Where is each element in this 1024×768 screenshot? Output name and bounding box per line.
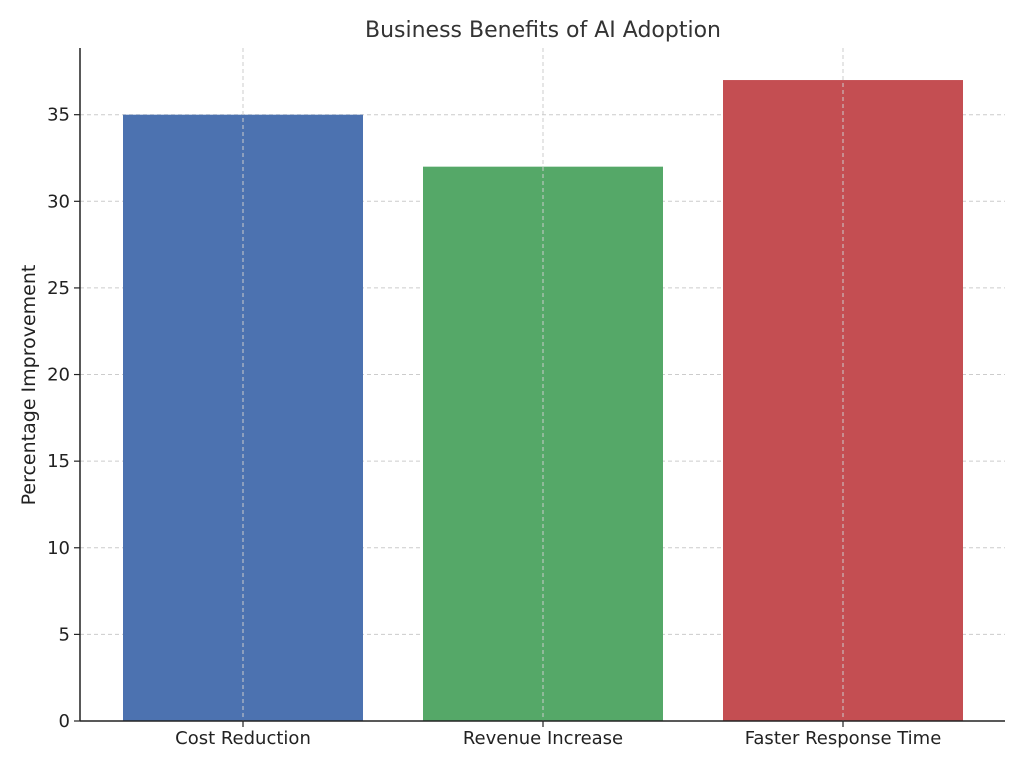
y-axis-label: Percentage Improvement — [18, 265, 40, 506]
y-tick-label: 25 — [47, 278, 70, 299]
x-tick-label: Revenue Increase — [463, 728, 623, 749]
y-tick-label: 35 — [47, 105, 70, 126]
y-tick-label: 5 — [59, 624, 70, 645]
chart-title: Business Benefits of AI Adoption — [365, 18, 721, 43]
y-tick-label: 15 — [47, 451, 70, 472]
y-tick-label: 20 — [47, 365, 70, 386]
x-tick-label: Faster Response Time — [745, 728, 942, 749]
x-tick-label: Cost Reduction — [175, 728, 311, 749]
y-tick-label: 30 — [47, 191, 70, 212]
y-tick-label: 0 — [59, 711, 70, 732]
y-tick-label: 10 — [47, 538, 70, 559]
vertical-grid — [242, 48, 844, 721]
x-ticks: Cost Reduction Revenue Increase Faster Res… — [175, 721, 941, 749]
bar — [123, 114, 363, 721]
y-ticks: 0 5 10 15 20 25 30 35 — [47, 105, 80, 732]
